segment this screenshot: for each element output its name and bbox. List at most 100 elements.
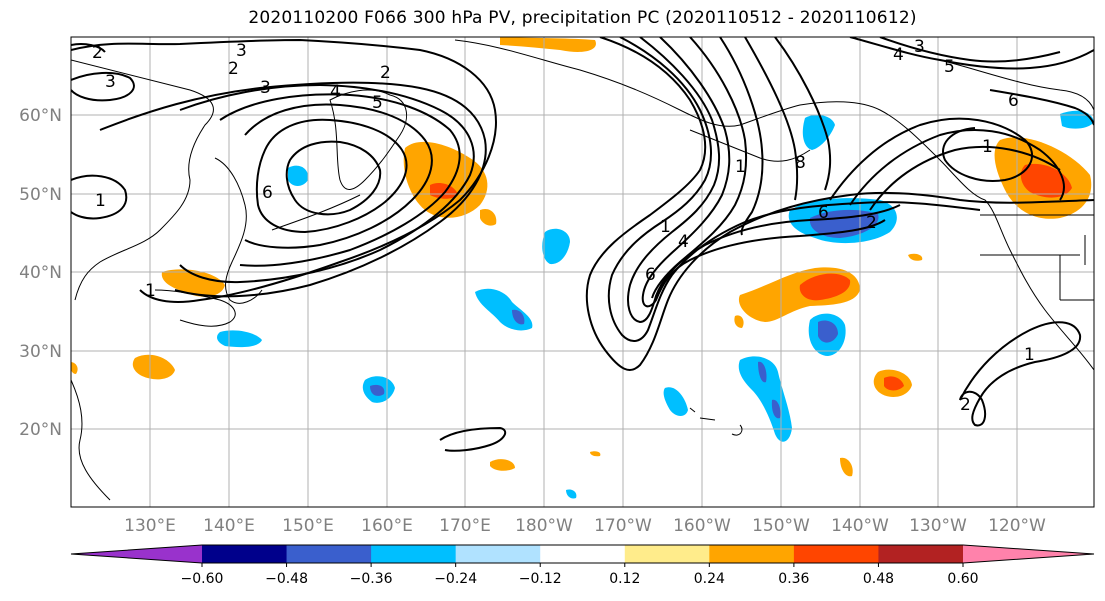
precip-negative-area: [566, 489, 577, 499]
precip-negative-area: [663, 387, 688, 416]
lon-label: 180°W: [515, 516, 573, 536]
colorbar-tick-label: −0.60: [181, 571, 224, 587]
lat-label: 30°N: [19, 342, 62, 362]
precip-positive-area: [840, 457, 853, 477]
map-panel: 3 2 2 3 3 2 4 5 1 6 1 1 4 6 1 8 6 2 5 4: [70, 36, 1095, 508]
lon-label: 160°E: [361, 516, 413, 536]
contour-label: 4: [678, 232, 689, 252]
lon-label: 120°W: [988, 516, 1046, 536]
contour-label: 1: [660, 217, 671, 237]
precip-negative-area: [288, 165, 309, 186]
colorbar-segment: [202, 545, 288, 563]
lon-label: 170°W: [594, 516, 652, 536]
colorbar-segment: [540, 545, 626, 563]
precip-positive-area: [908, 253, 923, 261]
precip-negative-area: [809, 209, 879, 238]
precip-positive-area: [590, 451, 601, 457]
lat-label: 60°N: [19, 106, 62, 126]
contour-label: 1: [95, 191, 106, 211]
contour-label: 2: [380, 63, 391, 83]
contour-label: 2: [866, 213, 877, 233]
colorbar-segment: [455, 545, 541, 563]
colorbar-segment: [793, 545, 879, 563]
lon-label: 170°E: [439, 516, 491, 536]
precip-positive-area: [884, 376, 904, 391]
contour-label: 1: [735, 157, 746, 177]
contour-label: 6: [262, 183, 273, 203]
lon-label: 140°W: [831, 516, 889, 536]
precip-positive-area: [430, 183, 458, 199]
lat-label: 40°N: [19, 263, 62, 283]
contour-label: 4: [893, 45, 904, 65]
colorbar-segment: [371, 545, 457, 563]
contour-label: 1: [982, 137, 993, 157]
precip-negative-area: [738, 356, 792, 442]
precip-negative-area: [542, 228, 570, 265]
precip-shading: [71, 37, 1094, 499]
contour-label: 3: [914, 37, 925, 57]
precip-positive-area: [480, 208, 497, 226]
contour-label: 3: [260, 78, 271, 98]
contour-label: 6: [645, 265, 656, 285]
colorbar-tick-label: −0.36: [350, 571, 393, 587]
precip-positive-area: [799, 273, 851, 301]
contour-label: 3: [236, 41, 247, 61]
contour-labels: 3 2 2 3 3 2 4 5 1 6 1 1 4 6 1 8 6 2 5 4: [92, 37, 1035, 415]
colorbar-segment: [624, 545, 710, 563]
colorbar-tick-label: 0.12: [609, 571, 640, 587]
precip-positive-area: [500, 37, 596, 52]
lon-label: 150°W: [752, 516, 810, 536]
precip-positive-area: [71, 362, 78, 374]
colorbar-tick-label: −0.48: [265, 571, 308, 587]
contour-label: 8: [795, 153, 806, 173]
precip-positive-area: [161, 269, 225, 297]
contour-label: 1: [1024, 345, 1035, 365]
lon-label: 160°W: [673, 516, 731, 536]
contour-label: 2: [92, 43, 103, 63]
colorbar-tick-label: −0.24: [434, 571, 477, 587]
lon-label: 150°E: [282, 516, 334, 536]
colorbar-segment: [878, 545, 964, 563]
contour-label: 2: [960, 395, 971, 415]
contour-label: 6: [1008, 91, 1019, 111]
contour-label: 1: [145, 281, 156, 301]
contour-label: 5: [944, 57, 955, 77]
colorbar-tick-label: 0.60: [947, 571, 978, 587]
lon-label: 130°W: [909, 516, 967, 536]
precip-positive-area: [403, 141, 488, 218]
precip-negative-area: [512, 309, 525, 325]
map-title: 2020110200 F066 300 hPa PV, precipitatio…: [248, 8, 917, 28]
colorbar-tick-label: 0.48: [863, 571, 894, 587]
precip-negative-area: [771, 399, 781, 419]
precip-negative-area: [758, 361, 767, 383]
colorbar: −0.60 −0.48 −0.36 −0.24 −0.12 0.12 0.24 0.36 0.4…: [70, 544, 1095, 587]
lat-label: 20°N: [19, 420, 62, 440]
colorbar-segment: [709, 545, 795, 563]
contour-label: 2: [228, 59, 239, 79]
precip-negative-area: [217, 330, 262, 348]
pv-contours: [71, 37, 1094, 452]
colorbar-segment: [71, 545, 202, 563]
precip-negative-area: [802, 114, 835, 150]
contour-label: 4: [330, 82, 341, 102]
lon-label: 140°E: [203, 516, 255, 536]
precip-positive-area: [132, 354, 175, 380]
colorbar-segment: [963, 545, 1094, 563]
lon-label: 130°E: [124, 516, 176, 536]
graticule: [71, 37, 1094, 507]
precip-negative-area: [370, 384, 385, 396]
lat-label: 50°N: [19, 185, 62, 205]
map-frame: [70, 36, 1095, 508]
colorbar-tick-label: 0.36: [778, 571, 809, 587]
contour-label: 6: [818, 203, 829, 223]
precip-positive-area: [490, 459, 515, 471]
contour-label: 5: [372, 93, 383, 113]
precip-positive-area: [734, 315, 744, 328]
precip-negative-area: [818, 320, 838, 343]
colorbar-tick-label: −0.12: [519, 571, 562, 587]
colorbar-segment: [286, 545, 372, 563]
latitude-labels: 60°N 50°N 40°N 30°N 20°N: [19, 106, 62, 440]
longitude-labels: 130°E 140°E 150°E 160°E 170°E 180°W 170°…: [124, 516, 1046, 536]
colorbar-tick-label: 0.24: [694, 571, 725, 587]
